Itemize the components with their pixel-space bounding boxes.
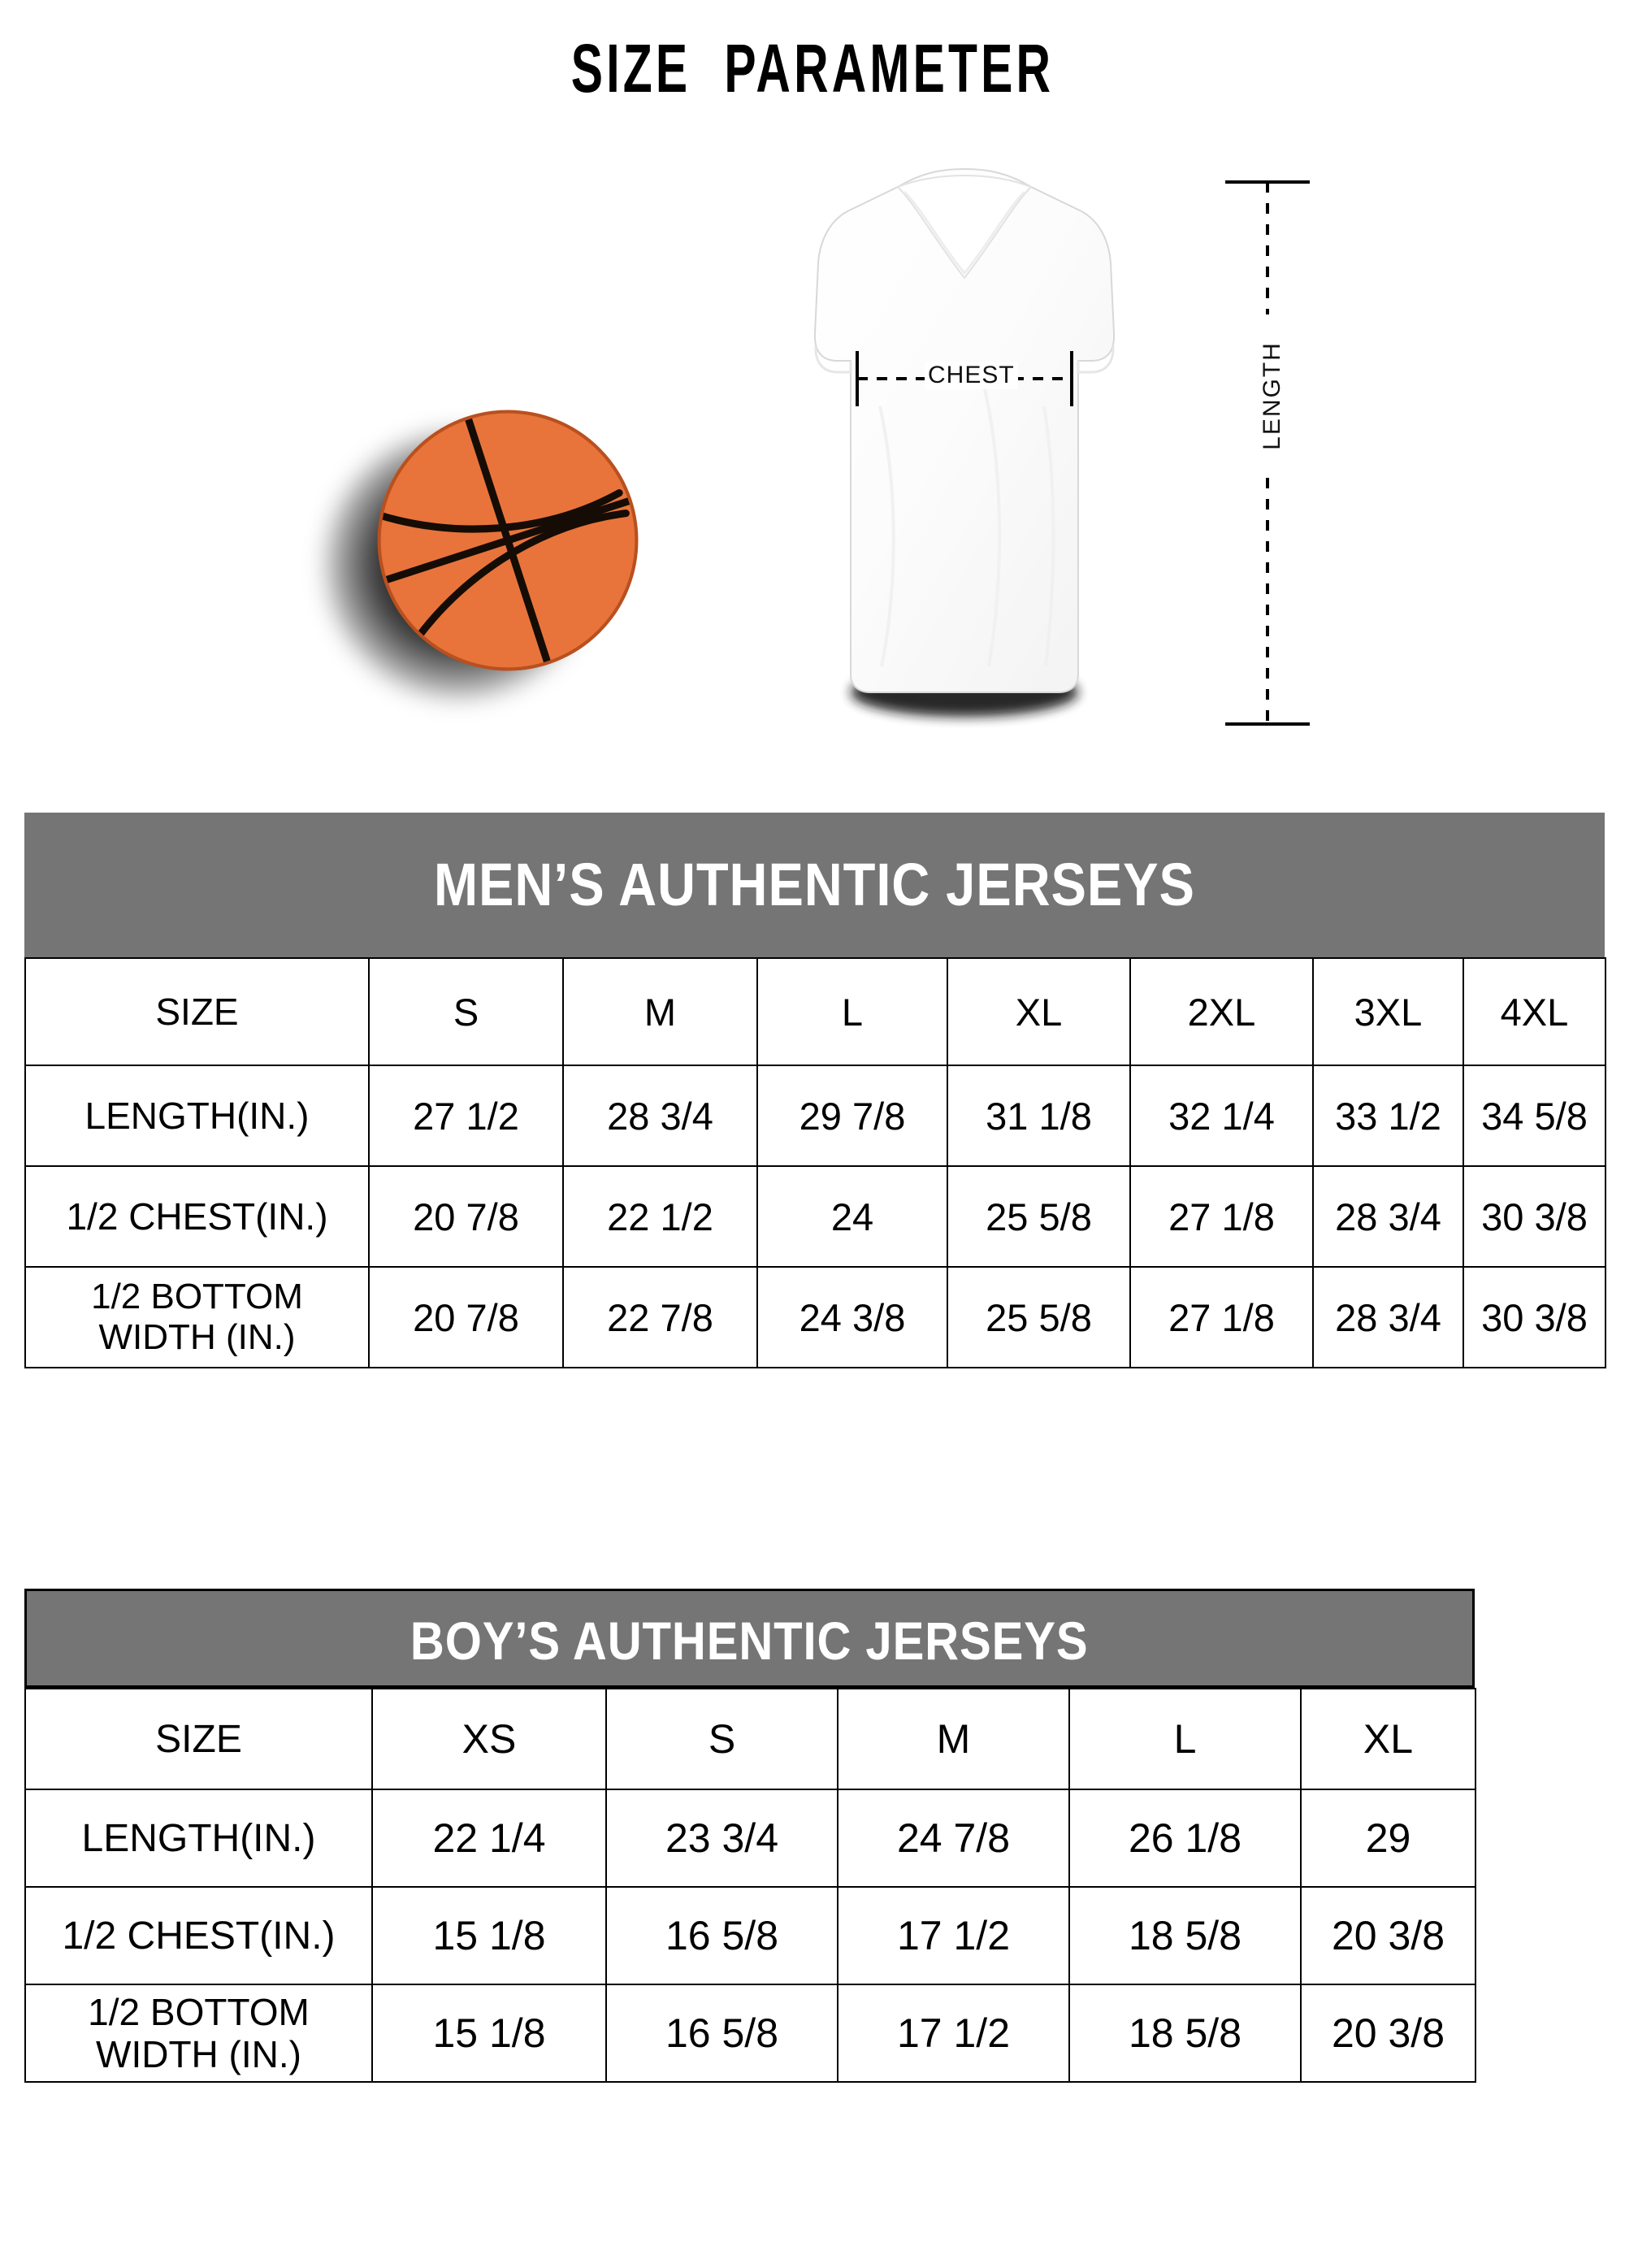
cell-length-m: 24 7/8 [837,1789,1070,1888]
boys-size-table: SIZE XS S M L XL LENGTH(IN.) 22 1/4 23 3… [24,1688,1476,2083]
cell-length-s: 23 3/4 [605,1789,838,1888]
cell-chest-xl: 20 3/8 [1300,1886,1476,1985]
cell-length-3xl: 33 1/2 [1312,1065,1464,1167]
basketball-illustration [325,398,666,739]
cell-chest-xl: 25 5/8 [947,1165,1131,1268]
cell-length-m: 28 3/4 [562,1065,758,1167]
column-header-l: L [1068,1688,1302,1790]
cell-chest-m: 17 1/2 [837,1886,1070,1985]
cell-chest-s: 16 5/8 [605,1886,838,1985]
chest-measure-label: CHEST [925,362,1018,389]
cell-chest-2xl: 27 1/8 [1129,1165,1314,1268]
row-label-length: LENGTH(IN.) [24,1065,370,1167]
column-header-4xl: 4XL [1462,957,1606,1066]
row-label-half-chest: 1/2 CHEST(IN.) [24,1165,370,1268]
column-header-2xl: 2XL [1129,957,1314,1066]
mens-table-title: MEN’S AUTHENTIC JERSEYS [434,851,1195,918]
cell-length-4xl: 34 5/8 [1462,1065,1606,1167]
cell-bottom-xl: 25 5/8 [947,1266,1131,1368]
table-row: LENGTH(IN.) 22 1/4 23 3/4 24 7/8 26 1/8 … [24,1789,1476,1888]
length-dimension-line [1225,180,1310,726]
table-row-header: SIZE S M L XL 2XL 3XL 4XL [24,957,1606,1066]
cell-bottom-4xl: 30 3/8 [1462,1266,1606,1368]
cell-bottom-3xl: 28 3/4 [1312,1266,1464,1368]
column-header-xl: XL [1300,1688,1476,1790]
cell-bottom-l: 18 5/8 [1068,1984,1302,2083]
cell-bottom-xl: 20 3/8 [1300,1984,1476,2083]
mens-size-table: SIZE S M L XL 2XL 3XL 4XL LENGTH(IN.) 27… [24,957,1606,1368]
table-row: 1/2 BOTTOM WIDTH (IN.) 15 1/8 16 5/8 17 … [24,1984,1476,2083]
boys-table-title: BOY’S AUTHENTIC JERSEYS [410,1611,1089,1671]
cell-chest-4xl: 30 3/8 [1462,1165,1606,1268]
cell-chest-3xl: 28 3/4 [1312,1165,1464,1268]
cell-bottom-s: 20 7/8 [368,1266,564,1368]
column-header-size: SIZE [24,957,370,1066]
cell-bottom-xs: 15 1/8 [371,1984,607,2083]
cell-chest-s: 20 7/8 [368,1165,564,1268]
mens-size-table-block: MEN’S AUTHENTIC JERSEYS SIZE S M L XL 2X… [24,813,1606,1368]
cell-length-xl: 29 [1300,1789,1476,1888]
table-row: LENGTH(IN.) 27 1/2 28 3/4 29 7/8 31 1/8 … [24,1065,1606,1167]
cell-bottom-s: 16 5/8 [605,1984,838,2083]
boys-table-band: BOY’S AUTHENTIC JERSEYS [24,1589,1475,1688]
cell-length-xl: 31 1/8 [947,1065,1131,1167]
cell-bottom-m: 22 7/8 [562,1266,758,1368]
column-header-s: S [368,957,564,1066]
length-measure-gauge: LENGTH [1219,179,1316,727]
column-header-size: SIZE [24,1688,373,1790]
jersey-illustration: CHEST [776,163,1150,731]
cell-chest-xs: 15 1/8 [371,1886,607,1985]
row-label-half-chest: 1/2 CHEST(IN.) [24,1886,373,1985]
table-row: 1/2 CHEST(IN.) 20 7/8 22 1/2 24 25 5/8 2… [24,1165,1606,1268]
boys-size-table-block: BOY’S AUTHENTIC JERSEYS SIZE XS S M L XL… [24,1589,1605,2083]
cell-bottom-m: 17 1/2 [837,1984,1070,2083]
table-row: 1/2 BOTTOM WIDTH (IN.) 20 7/8 22 7/8 24 … [24,1266,1606,1368]
cell-chest-l: 24 [756,1165,948,1268]
row-label-half-bottom-width: 1/2 BOTTOM WIDTH (IN.) [24,1984,373,2083]
cell-chest-l: 18 5/8 [1068,1886,1302,1985]
table-row: 1/2 CHEST(IN.) 15 1/8 16 5/8 17 1/2 18 5… [24,1886,1476,1985]
column-header-l: L [756,957,948,1066]
cell-length-2xl: 32 1/4 [1129,1065,1314,1167]
cell-chest-m: 22 1/2 [562,1165,758,1268]
column-header-s: S [605,1688,838,1790]
illustration-band: CHEST LENGTH [0,163,1625,788]
row-label-length: LENGTH(IN.) [24,1789,373,1888]
mens-table-band: MEN’S AUTHENTIC JERSEYS [24,813,1605,957]
column-header-m: M [837,1688,1070,1790]
page-title: SIZE PARAMETER [570,30,1055,106]
column-header-xs: XS [371,1688,607,1790]
table-row-header: SIZE XS S M L XL [24,1688,1476,1790]
column-header-3xl: 3XL [1312,957,1464,1066]
row-label-half-bottom-width: 1/2 BOTTOM WIDTH (IN.) [24,1266,370,1368]
basketball-jersey-icon [813,167,1116,717]
cell-length-l: 29 7/8 [756,1065,948,1167]
cell-length-l: 26 1/8 [1068,1789,1302,1888]
column-header-m: M [562,957,758,1066]
length-measure-label: LENGTH [1259,314,1286,477]
cell-length-xs: 22 1/4 [371,1789,607,1888]
cell-bottom-l: 24 3/8 [756,1266,948,1368]
cell-bottom-2xl: 27 1/8 [1129,1266,1314,1368]
column-header-xl: XL [947,957,1131,1066]
cell-length-s: 27 1/2 [368,1065,564,1167]
basketball-icon [377,410,639,671]
